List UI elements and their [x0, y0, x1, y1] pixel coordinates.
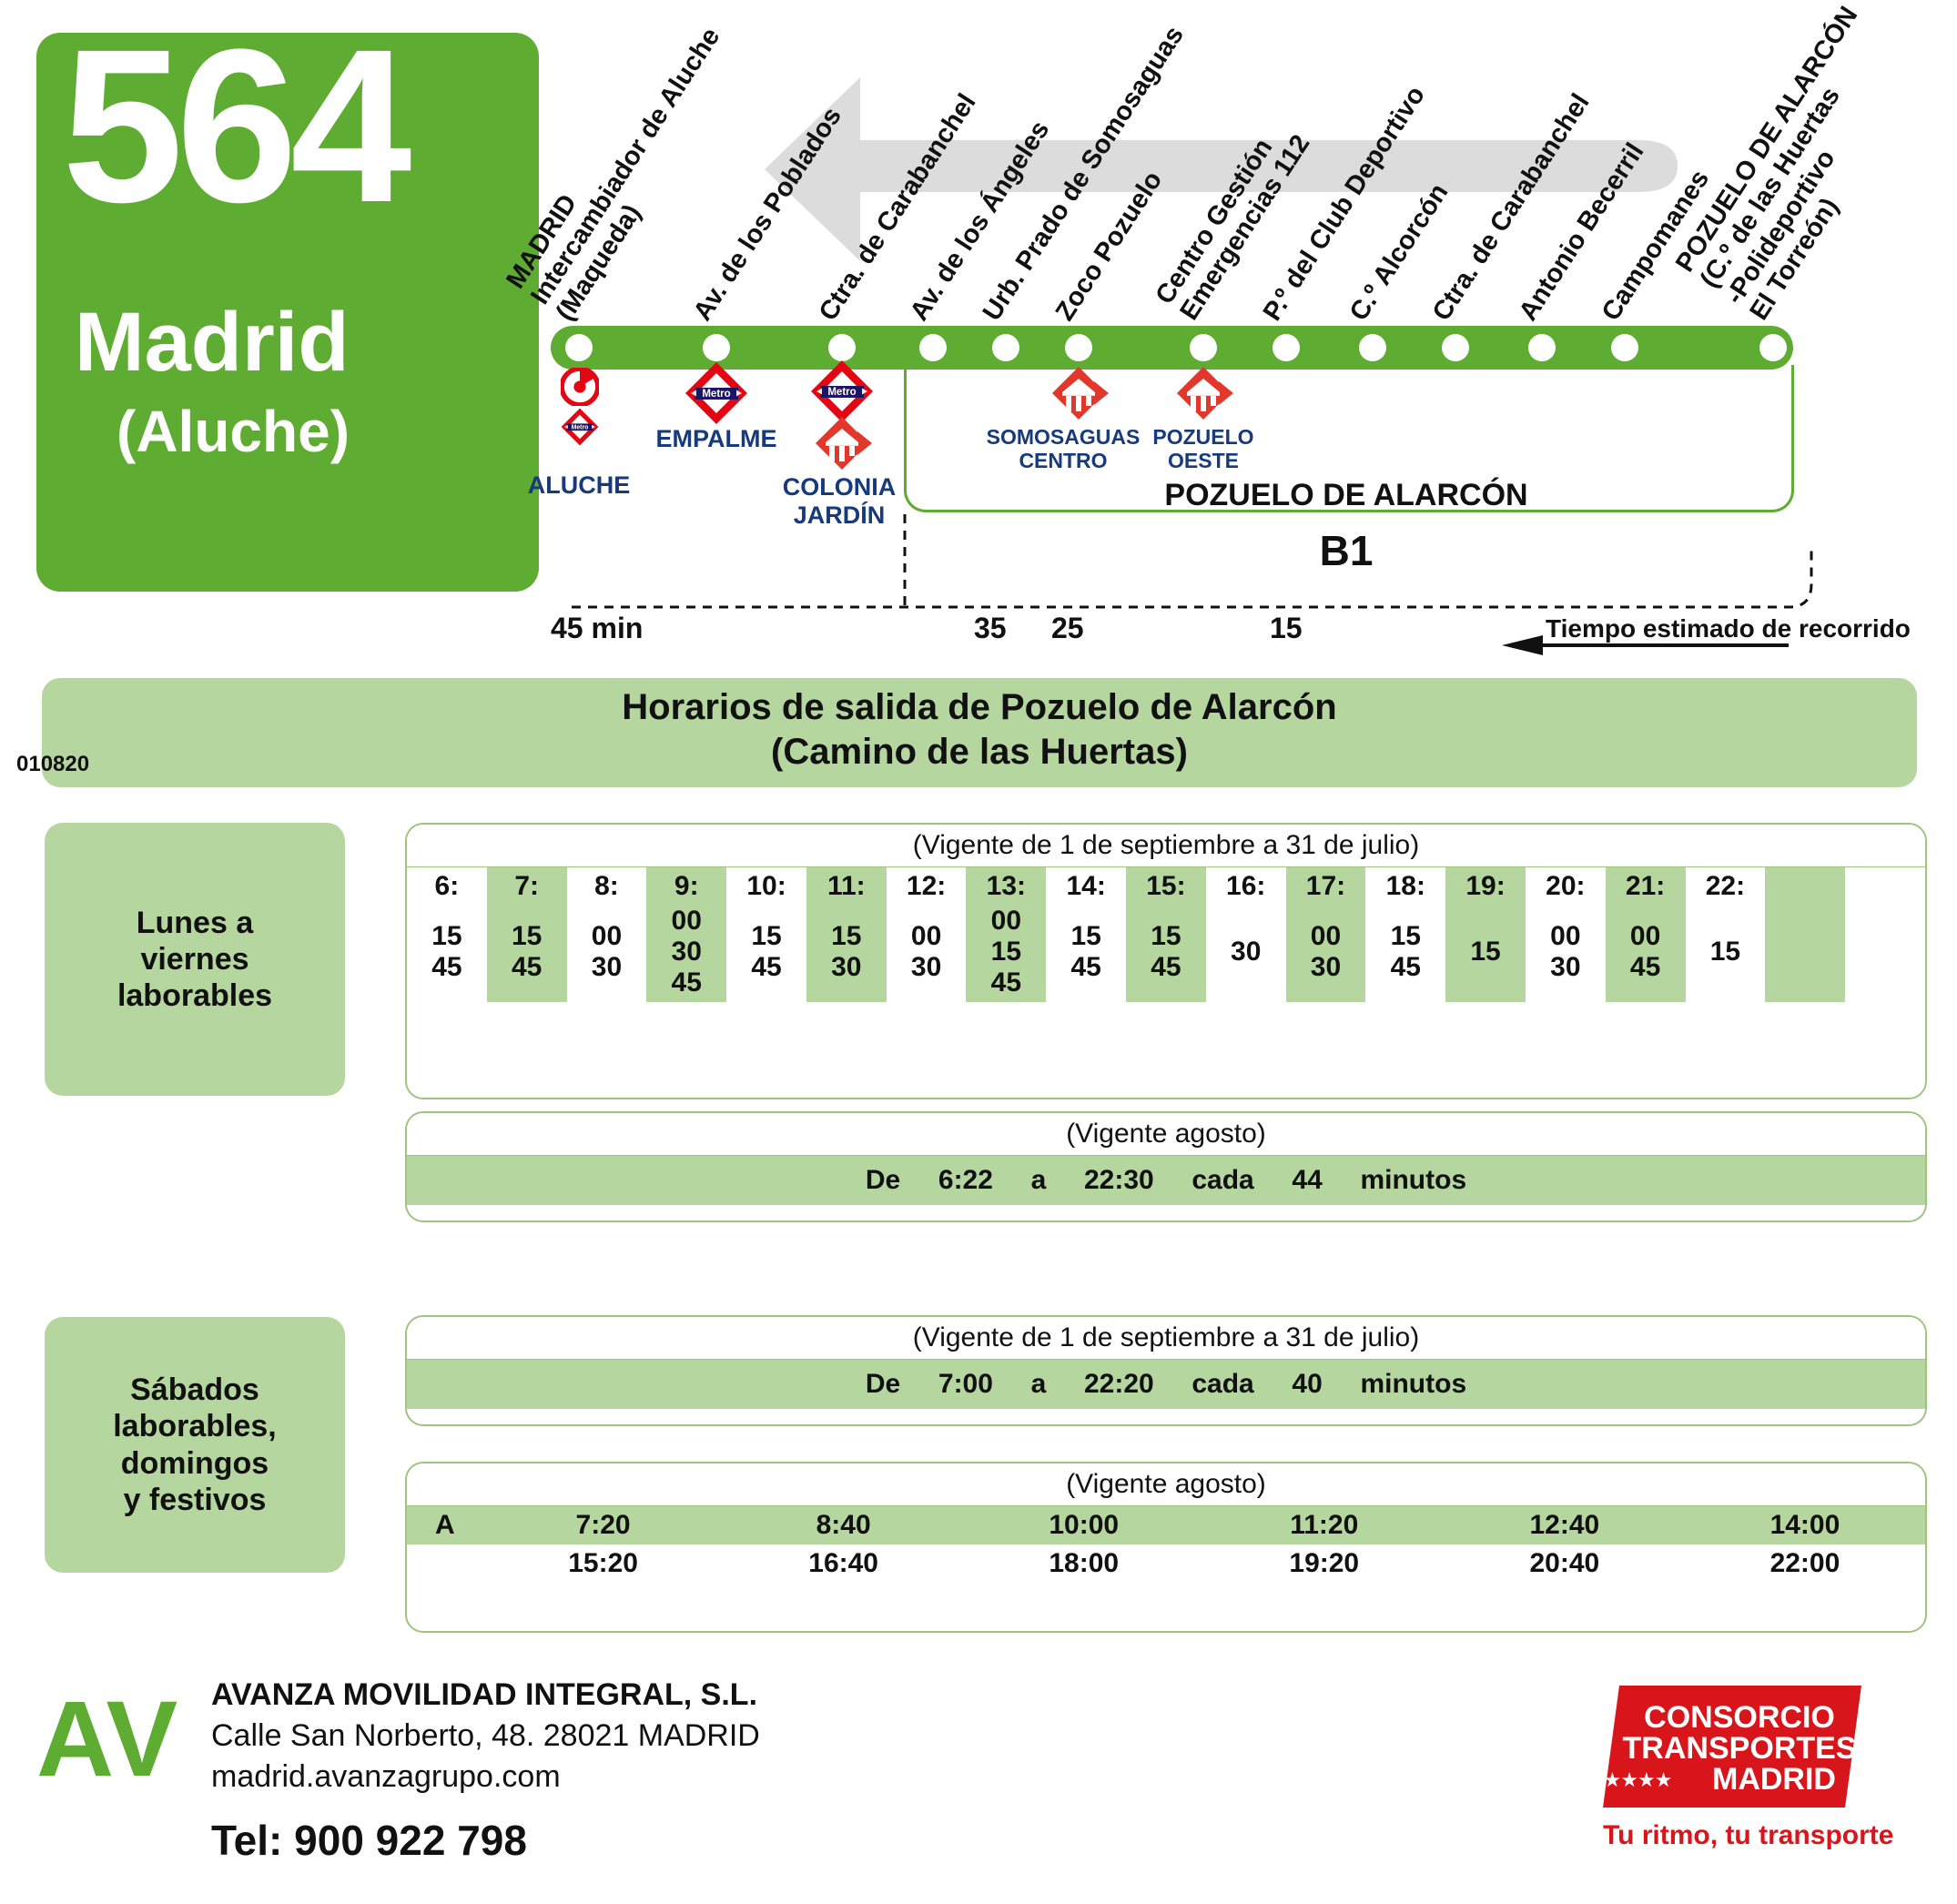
- svg-text:★★★★: ★★★★: [1604, 1768, 1672, 1791]
- svg-text:TRANSPORTES: TRANSPORTES: [1623, 1731, 1857, 1766]
- svg-text:MADRID: MADRID: [1712, 1762, 1836, 1797]
- svg-text:CONSORCIO: CONSORCIO: [1644, 1700, 1835, 1735]
